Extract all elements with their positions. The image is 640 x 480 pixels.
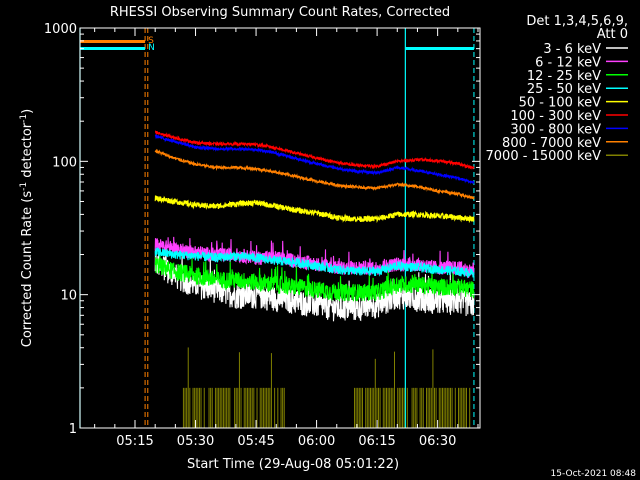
legend-label: 3 - 6 keV [543, 42, 601, 57]
series-line [154, 242, 475, 322]
series-line [154, 246, 475, 279]
legend-label: 100 - 300 keV [510, 109, 601, 124]
y-axis-label: Corrected Count Rate (s-1 detector-1) [19, 109, 35, 347]
legend-title-line-2: Att 0 [597, 27, 628, 42]
state-flag-label: S [148, 36, 154, 46]
series-layer [154, 130, 475, 322]
plot-frame [79, 27, 481, 429]
legend-title-line-1: Det 1,3,4,5,6,9, [526, 14, 628, 29]
spike-layer [182, 347, 471, 428]
y-tick-label: 10 [60, 289, 77, 304]
cyan-state-bar [405, 47, 474, 50]
x-tick-label: 06:30 [419, 434, 456, 449]
y-tick-label: 1000 [44, 22, 77, 37]
legend-label: 50 - 100 keV [519, 96, 602, 111]
x-tick-label: 05:15 [116, 434, 153, 449]
cyan-state-bar [80, 47, 146, 50]
orange-state-bar [80, 40, 146, 43]
series-line [154, 148, 475, 201]
legend-label: 7000 - 15000 keV [486, 149, 602, 164]
y-tick-label: 1 [69, 422, 77, 437]
x-axis-label: Start Time (29-Aug-08 05:01:22) [187, 457, 399, 472]
legend-label: 300 - 800 keV [510, 122, 601, 137]
y-tick-label: 100 [52, 155, 77, 170]
legend-label: 800 - 7000 keV [502, 136, 601, 151]
x-tick-label: 05:30 [177, 434, 214, 449]
state-flag-label: N [148, 43, 155, 53]
x-tick-label: 06:15 [358, 434, 395, 449]
series-line [154, 252, 475, 302]
axes-layer: 1 10 100 1000 05:15 05:30 05:45 06:00 06:15 06:30 [44, 22, 480, 449]
series-line [154, 133, 475, 185]
legend-label: 25 - 50 keV [527, 82, 601, 97]
x-tick-label: 06:00 [298, 434, 335, 449]
chart-title: RHESSI Observing Summary Count Rates, Co… [110, 5, 450, 20]
series-line [154, 130, 475, 170]
timestamp: 15-Oct-2021 08:48 [551, 469, 637, 479]
legend-label: 6 - 12 keV [535, 55, 601, 70]
series-line [154, 194, 475, 224]
x-tick-label: 05:45 [237, 434, 274, 449]
legend-label: 12 - 25 keV [527, 69, 601, 84]
